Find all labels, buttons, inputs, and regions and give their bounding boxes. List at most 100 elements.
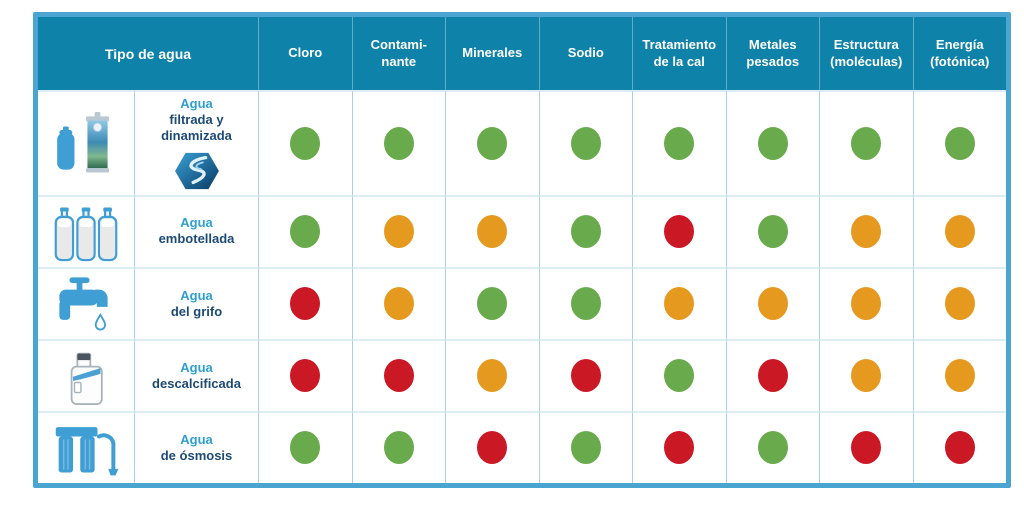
status-dot-green (570, 126, 601, 160)
filter-cartridge-icon (50, 110, 122, 176)
status-cell (632, 90, 726, 195)
status-cell (912, 338, 1006, 411)
status-dot-green (757, 215, 788, 249)
status-dot-green (757, 126, 788, 160)
status-cell (351, 338, 445, 411)
status-dot-orange (477, 359, 508, 393)
status-cell (538, 338, 632, 411)
status-cell (538, 266, 632, 339)
bottles-icon (50, 199, 122, 265)
column-header: Tratamiento de la cal (632, 17, 726, 90)
corner-header: Tipo de agua (38, 17, 258, 90)
status-dot-orange (383, 215, 414, 249)
status-cell (445, 266, 539, 339)
status-cell (819, 194, 913, 267)
status-cell (912, 410, 1006, 483)
status-cell (632, 194, 726, 267)
status-dot-red (851, 431, 882, 465)
status-cell (912, 194, 1006, 267)
status-cell (819, 90, 913, 195)
status-cell (725, 410, 819, 483)
status-dot-green (477, 126, 508, 160)
column-header: Minerales (445, 17, 539, 90)
row-icon-cell (38, 194, 134, 267)
status-cell (912, 90, 1006, 195)
status-cell (819, 338, 913, 411)
status-cell (725, 266, 819, 339)
status-cell (725, 194, 819, 267)
row-label-prefix: Agua (180, 431, 213, 447)
status-cell (445, 410, 539, 483)
status-dot-orange (851, 287, 882, 321)
status-dot-red (383, 359, 414, 393)
status-dot-green (757, 431, 788, 465)
row-label: embotellada (158, 231, 235, 247)
status-cell (258, 194, 352, 267)
status-cell (351, 194, 445, 267)
status-dot-green (383, 126, 414, 160)
status-cell (632, 410, 726, 483)
tap-icon (50, 271, 122, 337)
status-cell (538, 410, 632, 483)
status-dot-red (477, 431, 508, 465)
status-dot-green (570, 215, 601, 249)
status-cell (351, 90, 445, 195)
status-cell (258, 90, 352, 195)
column-header-label: Minerales (462, 45, 523, 61)
column-header: Estructura (moléculas) (819, 17, 913, 90)
status-dot-orange (851, 359, 882, 393)
water-comparison-table: Tipo de agua Cloro Contami- nante Minerale… (33, 12, 1011, 488)
status-dot-red (944, 431, 975, 465)
status-dot-red (570, 359, 601, 393)
row-label-cell: Agua descalcificada (134, 338, 258, 411)
status-dot-orange (383, 287, 414, 321)
row-label: filtrada y dinamizada (161, 112, 232, 144)
status-dot-green (383, 431, 414, 465)
row-icon-cell (38, 410, 134, 483)
row-label: descalcificada (152, 375, 241, 391)
status-cell (632, 266, 726, 339)
status-dot-orange (664, 287, 695, 321)
row-label-cell: Agua del grifo (134, 266, 258, 339)
corner-header-label: Tipo de agua (104, 45, 192, 62)
row-label-cell: Agua embotellada (134, 194, 258, 267)
softener-icon (50, 343, 122, 409)
status-dot-green (290, 126, 321, 160)
status-dot-green (290, 215, 321, 249)
status-dot-red (664, 215, 695, 249)
status-cell (538, 90, 632, 195)
column-header: Metales pesados (725, 17, 819, 90)
status-dot-green (477, 287, 508, 321)
status-dot-green (944, 126, 975, 160)
status-cell (725, 90, 819, 195)
status-dot-red (664, 431, 695, 465)
status-dot-green (851, 126, 882, 160)
row-icon-cell (38, 90, 134, 195)
status-dot-green (290, 431, 321, 465)
row-label: del grifo (170, 303, 223, 319)
status-cell (258, 410, 352, 483)
status-dot-red (757, 359, 788, 393)
status-dot-orange (851, 215, 882, 249)
status-dot-orange (477, 215, 508, 249)
row-label-prefix: Agua (180, 215, 213, 231)
column-header: Sodio (538, 17, 632, 90)
status-cell (258, 266, 352, 339)
column-header-label: Metales pesados (746, 37, 800, 69)
status-cell (445, 194, 539, 267)
row-label-prefix: Agua (180, 359, 213, 375)
status-cell (912, 266, 1006, 339)
hexagon-swirl-logo (174, 151, 220, 191)
status-dot-green (664, 126, 695, 160)
column-header-label: Sodio (567, 45, 604, 61)
column-header-label: Tratamiento de la cal (642, 37, 717, 69)
status-cell (351, 410, 445, 483)
column-header: Energía (fotónica) (912, 17, 1006, 90)
row-label-prefix: Agua (180, 287, 213, 303)
status-dot-orange (944, 287, 975, 321)
column-header: Cloro (258, 17, 352, 90)
status-dot-green (664, 359, 695, 393)
status-cell (351, 266, 445, 339)
row-label-prefix: Agua (180, 96, 213, 111)
status-cell (819, 410, 913, 483)
